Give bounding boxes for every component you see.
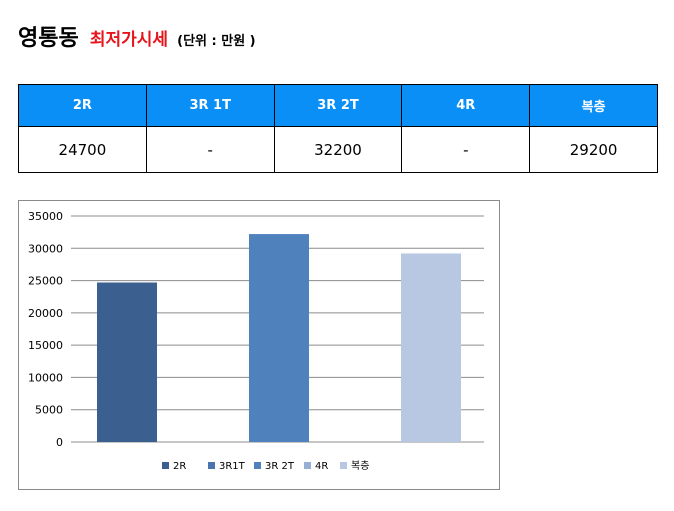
bar-2R	[97, 282, 157, 442]
column-header: 3R 1T	[145, 84, 275, 127]
legend-label: 3R 2T	[265, 461, 295, 472]
column-header: 2R	[18, 84, 147, 127]
unit-label: (단위 : 만원 )	[177, 34, 256, 49]
table-cell: -	[401, 126, 531, 173]
page-subtitle: 최저가시세	[89, 30, 169, 50]
table-header-row: 2R 3R 1T 3R 2T 4R 복층	[18, 84, 658, 127]
y-tick-label: 20000	[28, 307, 63, 320]
legend-label: 복층	[351, 460, 369, 472]
legend-swatch	[304, 462, 311, 469]
table-cell: 32200	[273, 126, 403, 173]
legend-swatch	[254, 462, 261, 469]
page-title: 영통동	[18, 26, 79, 51]
table-cell: 29200	[529, 126, 658, 173]
column-header: 3R 2T	[273, 84, 403, 127]
y-tick-label: 25000	[28, 275, 63, 288]
page-title-row: 영통동 최저가시세 (단위 : 만원 )	[18, 20, 256, 52]
price-table: 2R 3R 1T 3R 2T 4R 복층 24700 - 32200 - 292…	[18, 84, 658, 173]
column-header: 복층	[529, 84, 658, 127]
y-tick-label: 15000	[28, 339, 63, 352]
table-cell: 24700	[18, 126, 147, 173]
table-row: 24700 - 32200 - 29200	[18, 126, 658, 173]
y-tick-label: 30000	[28, 242, 63, 255]
y-tick-label: 5000	[35, 404, 63, 417]
table-cell: -	[145, 126, 275, 173]
column-header: 4R	[401, 84, 531, 127]
legend-swatch	[208, 462, 215, 469]
legend-swatch	[162, 462, 169, 469]
y-tick-label: 10000	[28, 371, 63, 384]
chart-canvas: 0 5000 10000 15000 20000 25000 30000 35000 2R 3R1…	[28, 210, 484, 472]
y-tick-label: 0	[56, 436, 63, 449]
bar-3R-2T	[249, 234, 309, 442]
y-tick-label: 35000	[28, 210, 63, 223]
bar-복층	[401, 253, 461, 442]
legend-label: 2R	[173, 461, 186, 472]
legend-label: 3R1T	[219, 461, 246, 472]
legend-swatch	[340, 462, 347, 469]
legend-label: 4R	[315, 461, 328, 472]
bar-chart: 0 5000 10000 15000 20000 25000 30000 35000 2R 3R1…	[18, 200, 500, 490]
